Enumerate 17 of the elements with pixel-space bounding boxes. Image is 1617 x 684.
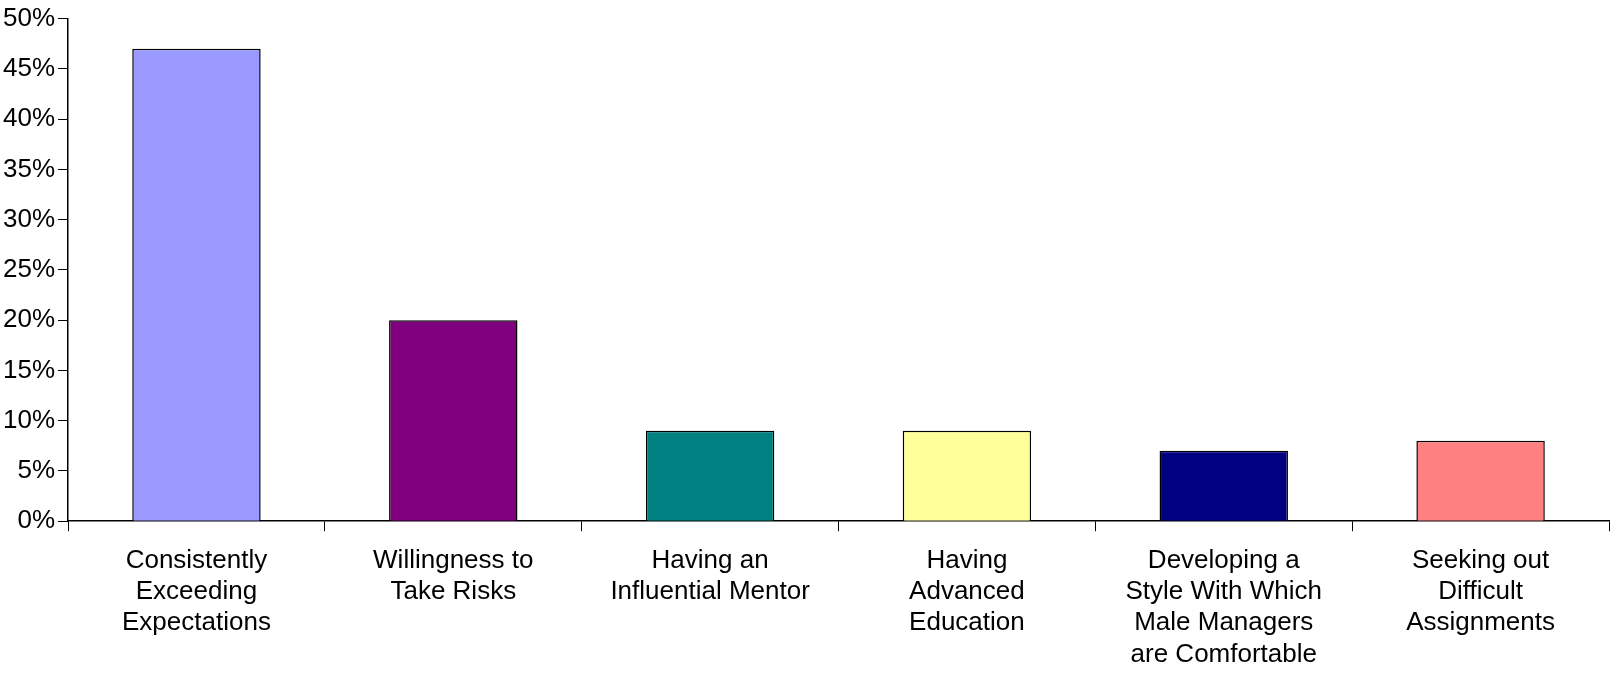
y-tick-label: 45% [2,52,56,83]
x-tick-label: Seeking out Difficult Assignments [1406,543,1556,637]
y-tick-label: 20% [2,303,56,334]
y-tick-label: 50% [2,1,56,32]
x-tick-label: Having an Influential Mentor [610,543,811,606]
x-tick-label: Consistently Exceeding Expectations [122,543,271,637]
y-tick-label: 5% [17,454,56,485]
y-tick-label: 25% [2,253,56,284]
y-tick-label: 10% [2,403,56,434]
y-tick-label: 0% [17,504,56,535]
y-tick-label: 15% [2,353,56,384]
y-tick-label: 30% [2,202,56,233]
y-tick-label: 35% [2,152,56,183]
x-tick-label: Developing a Style With Which Male Managers are Comfortable [1125,543,1323,668]
x-tick-label: Willingness to Take Risks [373,543,534,606]
y-tick-label: 40% [2,102,56,133]
x-tick-label: Having Advanced Education [909,543,1025,637]
